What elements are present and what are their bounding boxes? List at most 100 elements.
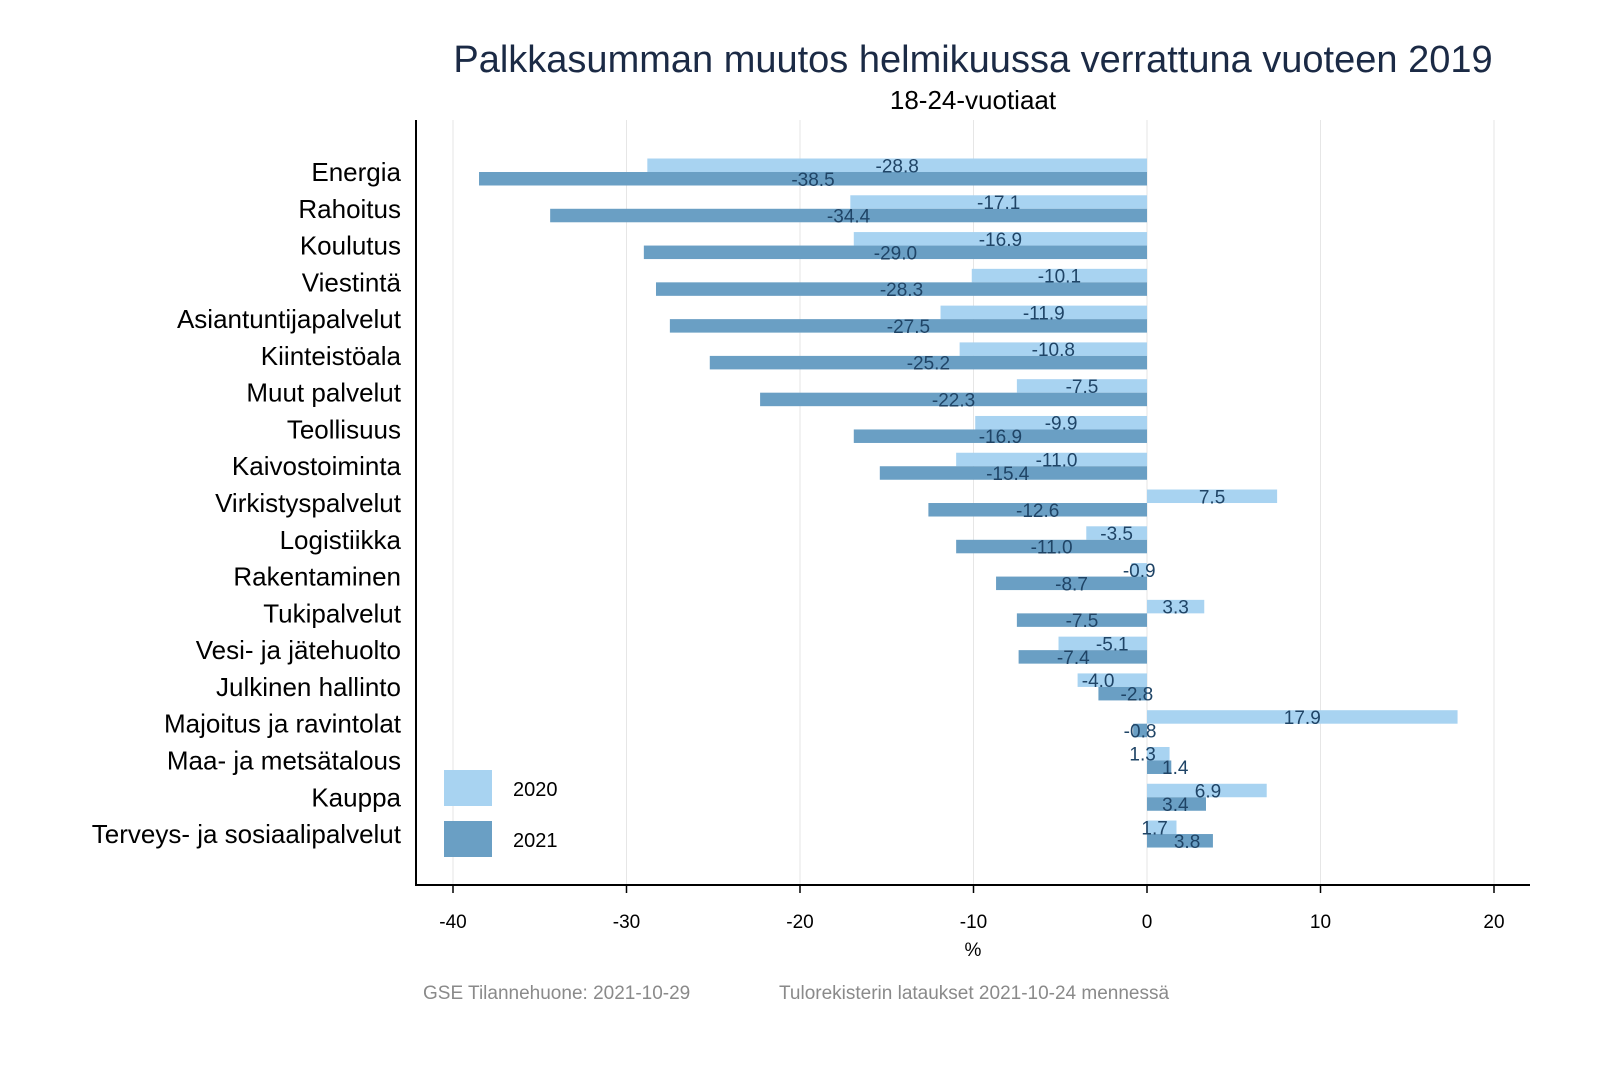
data-label-2021: -11.0 [1031,538,1073,559]
data-label-2021: -28.3 [880,280,923,301]
data-label-2020: -5.1 [1096,634,1129,655]
bar-2021 [643,245,1147,260]
data-label-2021: -8.7 [1055,574,1088,595]
category-label: Energia [311,157,401,187]
footer-note: Tulorekisterin lataukset 2021-10-24 menn… [779,983,1169,1004]
bar-2021 [996,576,1147,591]
category-label: Virkistyspalvelut [215,488,402,518]
chart-title: Palkkasumman muutos helmikuussa verrattu… [453,39,1492,81]
category-label: Teollisuus [287,414,401,444]
data-label-2021: -38.5 [791,170,834,191]
category-labels: Energia Rahoitus Koulutus Viestintä Asiantun… [92,157,402,849]
category-label: Muut palvelut [246,378,401,408]
data-label-2020: -16.9 [979,230,1022,251]
bar-2021 [1016,613,1147,627]
legend-label-2020: 2020 [513,779,558,801]
category-label: Rakentaminen [233,562,401,592]
data-label-2021: -2.8 [1121,685,1154,706]
bar-2020 [971,268,1147,283]
data-label-2021: -25.2 [907,354,950,375]
bar-2020 [1147,489,1278,504]
data-label-2020: 1.7 [1141,818,1167,839]
bars [479,158,1458,848]
category-label: Kiinteistöala [261,341,402,371]
category-label: Rahoitus [298,194,401,224]
bar-2021 [760,392,1147,407]
data-label-2021: -7.4 [1057,648,1090,669]
data-label-2020: 3.3 [1162,598,1188,619]
data-label-2020: -11.0 [1036,450,1078,471]
data-label-2020: 17.9 [1284,708,1321,729]
footer-source: GSE Tilannehuone: 2021-10-29 [423,983,690,1004]
category-label: Asiantuntijapalvelut [177,304,402,334]
category-label: Terveys- ja sosiaalipalvelut [92,819,402,849]
category-label: Vesi- ja jätehuolto [196,635,401,665]
x-axis-ticks: -40 -30 -20 -10 0 10 20 [439,885,1505,933]
legend-label-2021: 2021 [513,830,558,852]
x-tick-label: -20 [786,912,813,933]
data-label-2021: 3.4 [1162,795,1189,816]
data-label-2020: -9.9 [1045,414,1078,435]
bar-2020 [1147,710,1458,724]
bar-2021 [550,208,1147,223]
data-label-2020: -10.8 [1032,340,1075,361]
data-label-2020: 7.5 [1199,487,1225,508]
legend: 2020 2021 [444,770,558,857]
data-label-2020: -3.5 [1100,524,1133,545]
bar-2021 [1098,686,1147,701]
data-label-2021: -12.6 [1016,501,1059,522]
data-label-2021: -22.3 [932,390,975,411]
data-label-2020: -4.0 [1082,671,1115,692]
category-label: Kauppa [311,782,401,812]
data-label-2020: -28.8 [876,156,919,177]
value-labels: -28.8 -38.5 -17.1 -34.4 -16.9 -29.0 -10.1 -28.3… [791,156,1320,853]
bar-2021 [853,429,1147,443]
data-label-2020: -0.9 [1123,561,1156,582]
bar-2020 [1058,636,1147,651]
bar-2020 [1077,673,1147,687]
data-label-2021: -27.5 [887,317,930,338]
category-label: Viestintä [302,267,402,297]
legend-swatch-2021 [444,821,492,857]
x-axis-label: % [965,940,982,961]
data-label-2021: 1.4 [1162,758,1189,779]
bar-2021 [479,172,1147,186]
bar-2021 [928,503,1147,517]
x-tick-label: 10 [1310,912,1331,933]
bar-2020 [1147,746,1170,761]
data-label-2020: -11.9 [1023,303,1065,324]
bar-2020 [647,158,1147,172]
chart-subtitle: 18-24-vuotiaat [890,85,1057,115]
x-tick-label: 20 [1483,912,1504,933]
bar-2020 [850,195,1147,209]
bar-2020 [1086,526,1147,540]
data-label-2021: -16.9 [979,427,1022,448]
data-label-2021: 3.8 [1174,832,1200,853]
bar-2020 [956,452,1147,467]
bar-2021 [1147,834,1213,848]
bar-2021 [1147,760,1172,774]
data-label-2021: -7.5 [1066,611,1099,632]
category-label: Maa- ja metsätalous [167,745,401,775]
data-label-2020: -17.1 [977,193,1020,214]
bar-2021 [956,539,1147,554]
category-label: Julkinen hallinto [216,672,401,702]
x-tick-label: -30 [613,912,640,933]
bar-2020 [1147,820,1177,835]
bar-2020 [853,232,1147,246]
data-label-2021: -34.4 [827,207,871,228]
data-label-2020: -10.1 [1038,267,1081,288]
bar-2020 [1016,379,1147,393]
bar-2020 [1147,783,1267,798]
x-tick-label: -10 [960,912,987,933]
data-label-2020: 1.3 [1129,745,1155,766]
category-label: Koulutus [300,231,401,261]
data-label-2020: 6.9 [1195,782,1221,803]
bar-2021 [1133,723,1147,738]
data-label-2021: -29.0 [874,243,917,264]
bar-2020 [975,415,1147,430]
bar-2021 [879,466,1147,480]
category-label: Kaivostoiminta [232,451,402,481]
bar-2021 [669,319,1147,333]
